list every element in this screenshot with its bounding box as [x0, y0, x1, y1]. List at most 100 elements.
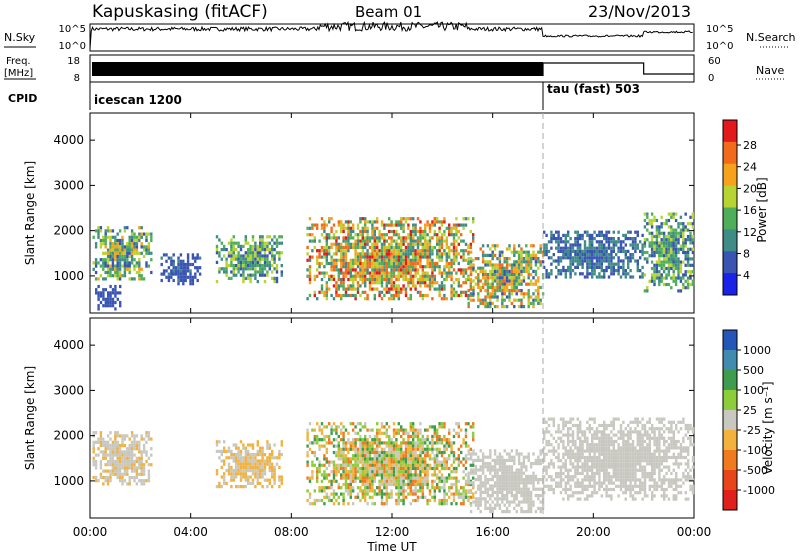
heatmap-cell — [361, 242, 364, 246]
heatmap-cell — [493, 244, 497, 248]
heatmap-cell — [215, 251, 219, 255]
heatmap-cell — [598, 272, 601, 276]
heatmap-cell — [106, 447, 110, 451]
heatmap-cell — [414, 447, 417, 451]
heatmap-cell — [660, 225, 663, 229]
heatmap-cell — [342, 431, 345, 435]
heatmap-cell — [388, 450, 391, 455]
heatmap-cell — [407, 473, 410, 477]
heatmap-cell — [308, 271, 312, 275]
heatmap-cell — [557, 484, 560, 488]
heatmap-cell — [479, 301, 482, 305]
heatmap-cell — [121, 274, 124, 278]
heatmap-cell — [517, 260, 521, 264]
heatmap-cell — [371, 229, 374, 234]
heatmap-cell — [689, 238, 692, 242]
heatmap-cell — [443, 498, 446, 503]
heatmap-cell — [278, 478, 281, 482]
heatmap-cell — [325, 450, 328, 455]
heatmap-cell — [247, 276, 250, 280]
heatmap-cell — [116, 277, 119, 281]
heatmap-cell — [557, 430, 560, 434]
heatmap-cell — [114, 440, 117, 444]
heatmap-cell — [440, 466, 444, 471]
heatmap-cell — [359, 438, 362, 442]
heatmap-cell — [438, 271, 441, 275]
heatmap-cell — [543, 452, 546, 456]
heatmap-cell — [503, 478, 506, 482]
heatmap-cell — [424, 249, 427, 253]
heatmap-cell — [448, 271, 451, 275]
heatmap-cell — [559, 246, 563, 250]
heatmap-cell — [337, 258, 340, 262]
heatmap-cell — [595, 256, 599, 260]
heatmap-cell — [412, 463, 415, 467]
heatmap-cell — [481, 497, 485, 501]
heatmap-cell — [486, 279, 490, 283]
heatmap-cell — [426, 444, 429, 448]
heatmap-cell — [392, 454, 396, 458]
heatmap-cell — [356, 245, 360, 250]
heatmap-cell — [455, 470, 458, 474]
heatmap-cell — [126, 248, 129, 252]
heatmap-cell — [318, 444, 321, 448]
heatmap-cell — [332, 466, 336, 471]
heatmap-cell — [225, 270, 228, 274]
heatmap-cell — [433, 434, 436, 439]
heatmap-cell — [562, 487, 565, 492]
heatmap-cell — [109, 453, 112, 457]
heatmap-cell — [316, 498, 319, 503]
heatmap-cell — [412, 454, 415, 458]
heatmap-cell — [662, 270, 666, 274]
heatmap-cell — [655, 270, 659, 274]
heatmap-cell — [402, 252, 405, 256]
heatmap-cell — [636, 265, 639, 269]
heatmap-cell — [532, 452, 535, 456]
heatmap-cell — [650, 273, 654, 277]
heatmap-cell — [503, 292, 506, 296]
heatmap-cell — [395, 268, 398, 272]
heatmap-cell — [462, 217, 465, 221]
heatmap-cell — [256, 449, 259, 453]
heatmap-cell — [662, 276, 666, 280]
heatmap-cell — [448, 255, 451, 259]
heatmap-cell — [428, 425, 432, 429]
heatmap-cell — [140, 267, 143, 271]
heatmap-cell — [359, 229, 362, 234]
heatmap-cell — [128, 437, 131, 441]
heatmap-cell — [455, 422, 458, 426]
heatmap-cell — [469, 284, 472, 288]
heatmap-cell — [182, 262, 185, 267]
heatmap-cell — [667, 257, 671, 261]
heatmap-cell — [436, 255, 439, 259]
heatmap-cell — [493, 276, 497, 280]
heatmap-cell — [450, 293, 453, 298]
heatmap-cell — [340, 220, 343, 224]
heatmap-cell — [404, 274, 408, 278]
heatmap-cell — [679, 260, 683, 264]
heatmap-cell — [361, 217, 364, 221]
heatmap-cell — [493, 497, 497, 501]
heatmap-cell — [347, 223, 350, 227]
heatmap-cell — [225, 264, 228, 268]
heatmap-cell — [409, 434, 412, 439]
heatmap-cell — [510, 301, 514, 305]
heatmap-cell — [672, 279, 675, 283]
heatmap-cell — [517, 244, 521, 248]
heatmap-cell — [600, 256, 603, 260]
heatmap-cell — [426, 466, 429, 471]
heatmap-cell — [567, 256, 570, 260]
heatmap-cell — [581, 233, 584, 237]
heatmap-cell — [571, 246, 575, 250]
heatmap-cell — [414, 460, 417, 464]
heatmap-cell — [390, 441, 393, 445]
heatmap-cell — [371, 444, 374, 448]
heatmap-cell — [541, 494, 545, 498]
heatmap-cell — [225, 456, 228, 460]
heatmap-cell — [325, 236, 328, 240]
heatmap-cell — [436, 287, 439, 291]
heatmap-cell — [414, 482, 417, 487]
heatmap-cell — [247, 443, 250, 447]
heatmap-cell — [328, 277, 331, 282]
heatmap-cell — [520, 289, 523, 293]
